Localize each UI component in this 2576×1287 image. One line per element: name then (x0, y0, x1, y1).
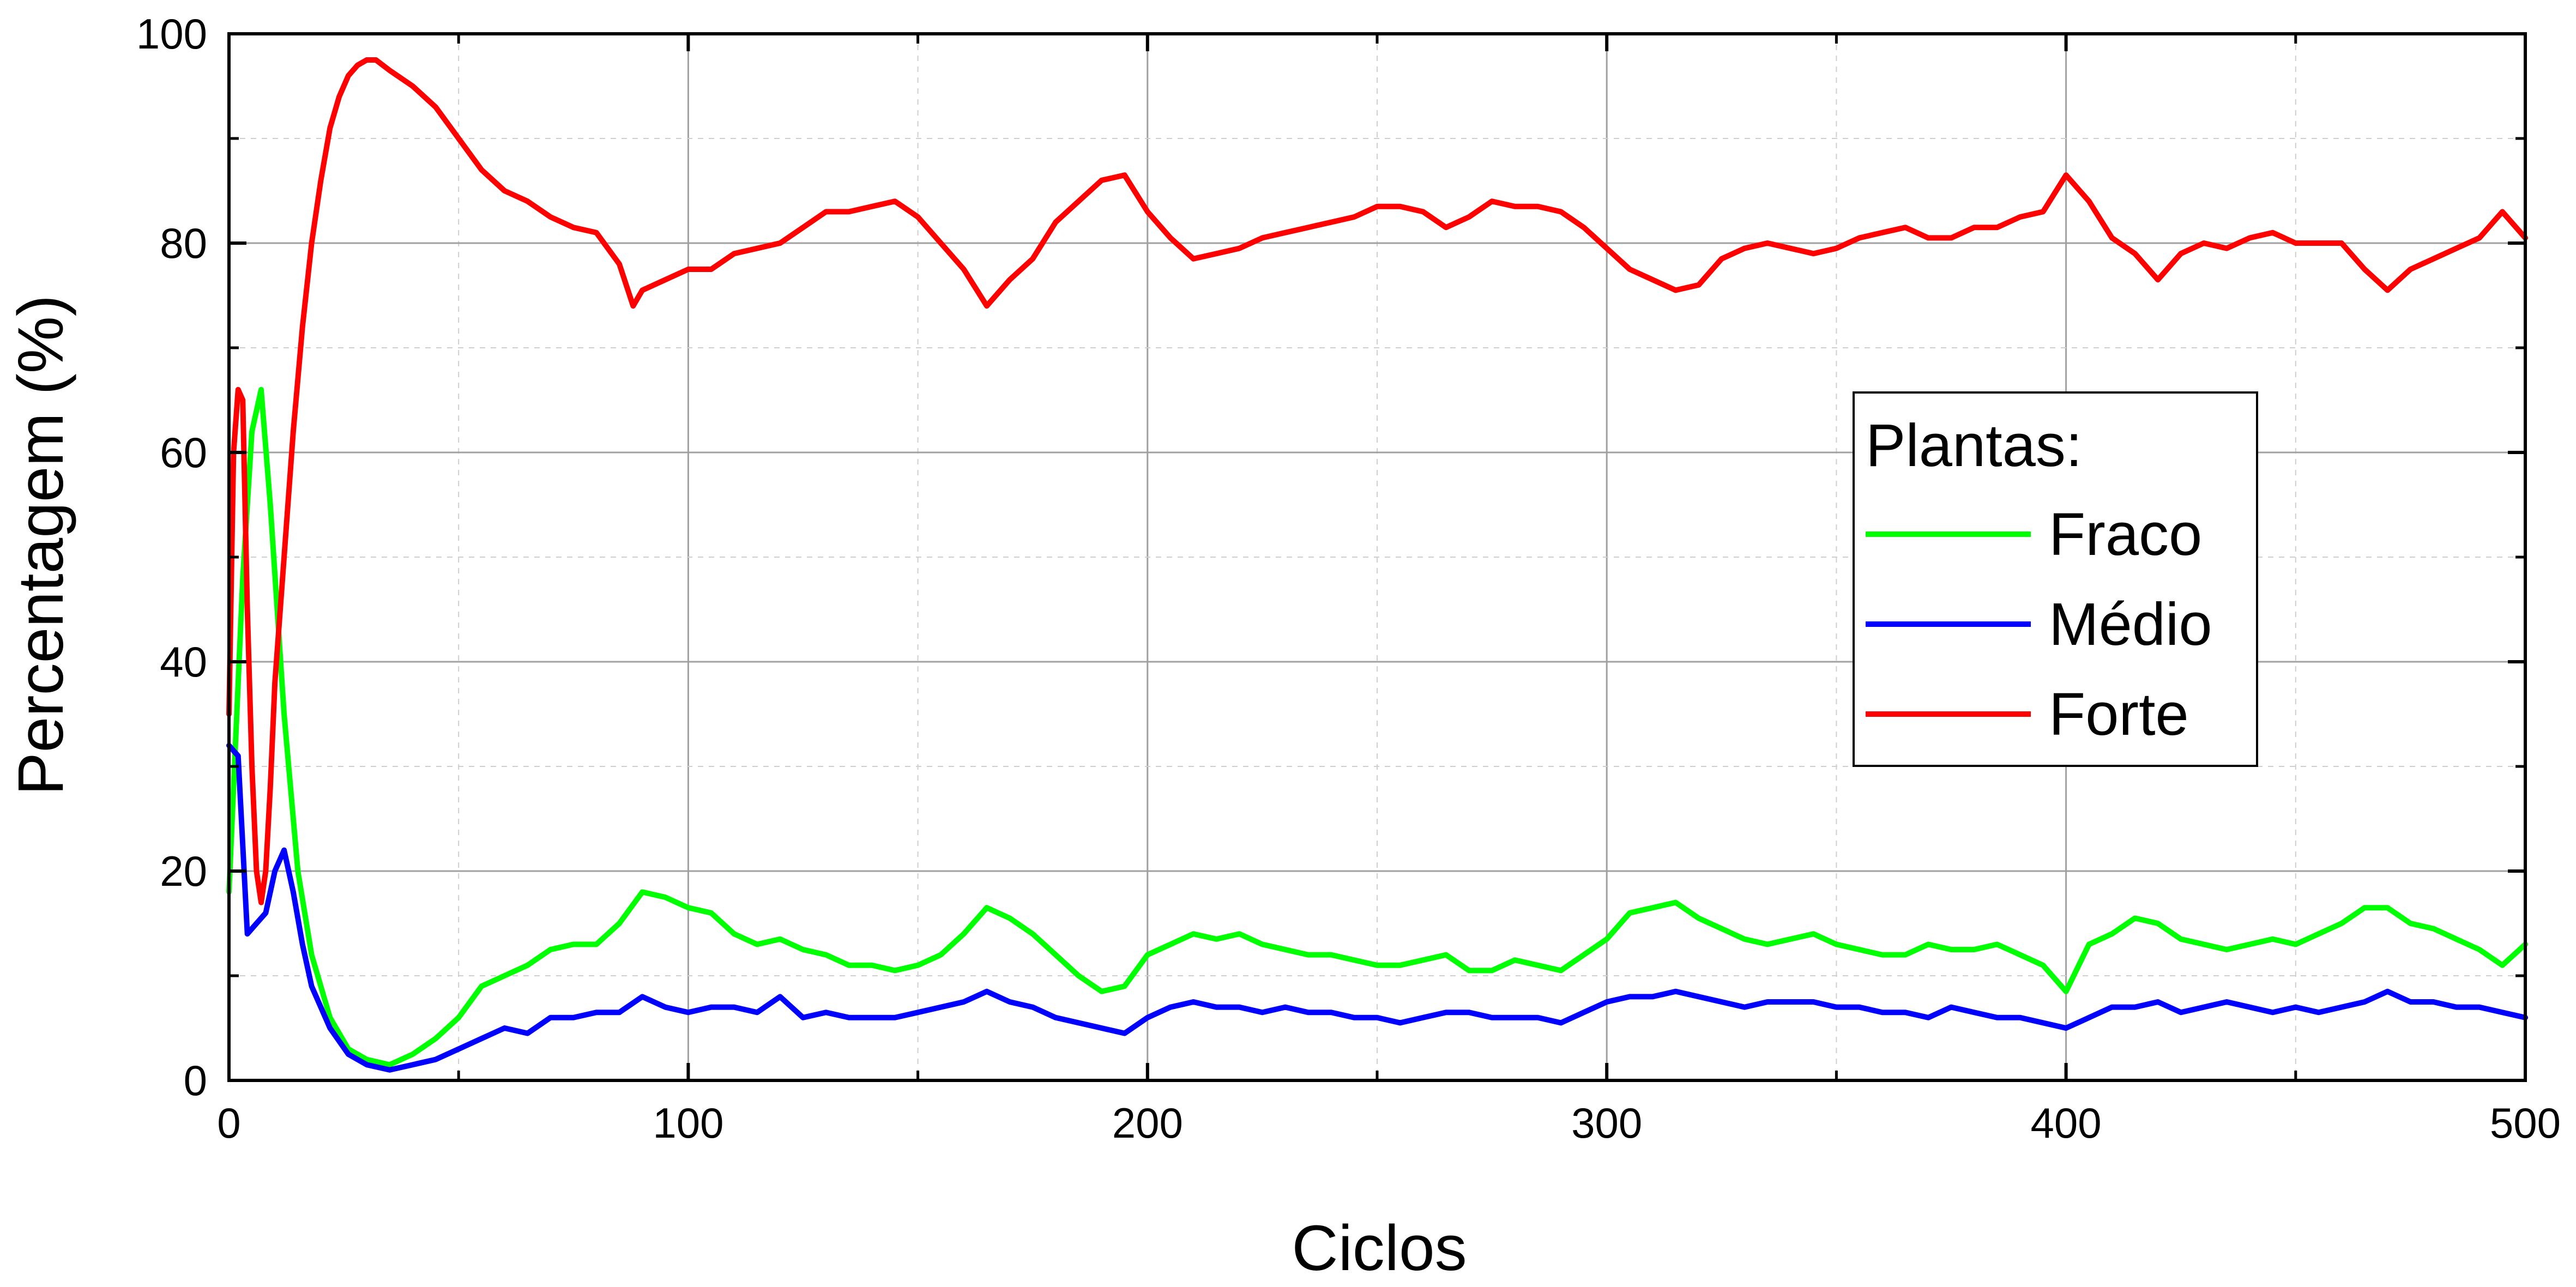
x-axis-title: Ciclos (1292, 1212, 1467, 1284)
y-axis-title: Percentagem (%) (5, 295, 77, 795)
x-tick-label: 100 (653, 1099, 723, 1147)
series-layer (226, 57, 2528, 1073)
y-tick-label: 80 (160, 219, 207, 267)
legend-box (1853, 391, 2258, 767)
axis-ticks (227, 32, 2527, 1082)
x-tick-label: 500 (2490, 1099, 2561, 1147)
legend-label: Forte (2049, 681, 2189, 748)
legend-label: Médio (2049, 591, 2212, 658)
x-tick-label: 0 (217, 1099, 240, 1147)
y-tick-label: 0 (184, 1056, 207, 1104)
legend-entries: Fraco Médio Forte (1866, 501, 2212, 748)
legend: Plantas: Fraco Médio Forte (1853, 391, 2258, 767)
series-line-forte (226, 57, 2528, 905)
series-line-fraco (226, 386, 2528, 1068)
legend-label: Fraco (2049, 501, 2202, 568)
y-tick-label: 40 (160, 638, 207, 686)
y-tick-label: 60 (160, 428, 207, 476)
tick-labels: 0 100 200 300 400 500 0 20 40 60 80 100 (136, 10, 2561, 1147)
x-tick-label: 400 (2031, 1099, 2102, 1147)
y-tick-label: 20 (160, 847, 207, 895)
legend-title: Plantas: (1866, 412, 2082, 479)
x-tick-label: 300 (1571, 1099, 1642, 1147)
y-tick-label: 100 (136, 10, 207, 58)
x-tick-label: 200 (1112, 1099, 1183, 1147)
series-line-medio (226, 742, 2528, 1073)
